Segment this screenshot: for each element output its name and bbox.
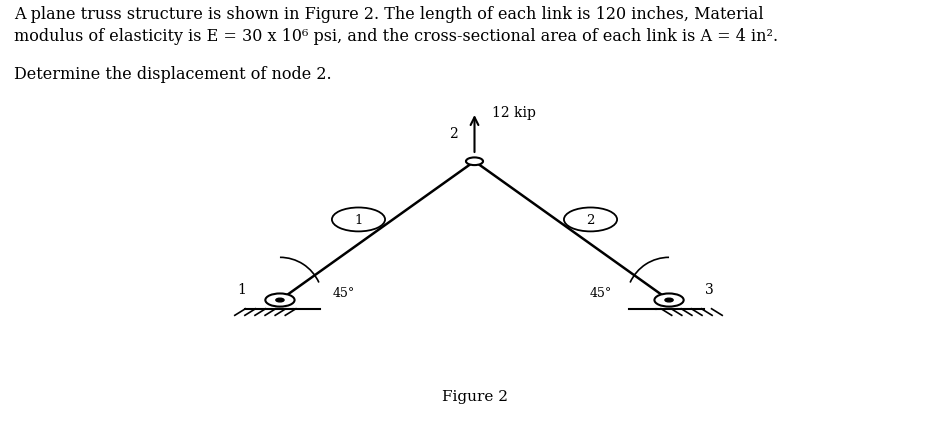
Text: 1: 1 bbox=[354, 213, 363, 226]
Text: A plane truss structure is shown in Figure 2. The length of each link is 120 inc: A plane truss structure is shown in Figu… bbox=[14, 6, 764, 23]
Circle shape bbox=[466, 158, 483, 166]
Text: 1: 1 bbox=[237, 283, 247, 296]
Text: 2: 2 bbox=[586, 213, 595, 226]
Circle shape bbox=[332, 208, 385, 232]
Text: Figure 2: Figure 2 bbox=[441, 389, 508, 403]
Text: Determine the displacement of node 2.: Determine the displacement of node 2. bbox=[14, 66, 332, 83]
Text: 2: 2 bbox=[449, 127, 457, 141]
Circle shape bbox=[655, 294, 683, 307]
Text: 45°: 45° bbox=[590, 286, 612, 299]
Text: modulus of elasticity is E = 30 x 10⁶ psi, and the cross-sectional area of each : modulus of elasticity is E = 30 x 10⁶ ps… bbox=[14, 28, 778, 45]
Circle shape bbox=[564, 208, 617, 232]
Circle shape bbox=[266, 294, 294, 307]
Circle shape bbox=[276, 299, 284, 302]
Circle shape bbox=[665, 299, 673, 302]
Text: 12 kip: 12 kip bbox=[492, 106, 535, 120]
Text: 3: 3 bbox=[704, 283, 714, 296]
Text: 45°: 45° bbox=[332, 286, 354, 299]
